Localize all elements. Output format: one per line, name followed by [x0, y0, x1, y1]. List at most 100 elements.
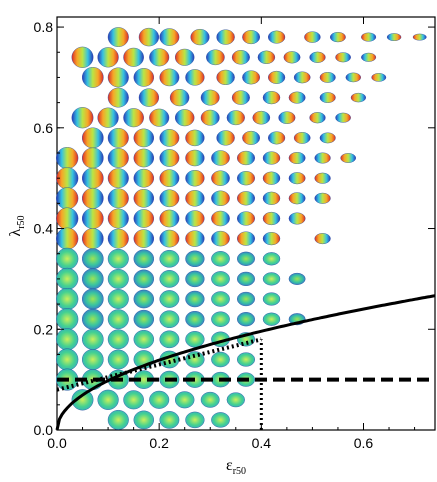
x-tick-label: 0.2 — [149, 435, 169, 451]
galaxy-thumbnail — [236, 291, 255, 307]
y-tick-label: 0.2 — [34, 321, 54, 337]
galaxy-thumbnail — [236, 271, 255, 287]
galaxy-thumbnail — [319, 72, 336, 83]
galaxy-thumbnail — [159, 290, 180, 308]
galaxy-thumbnail — [278, 111, 296, 124]
galaxy-thumbnail — [159, 189, 180, 208]
galaxy-thumbnail — [82, 208, 104, 229]
galaxy-thumbnail — [174, 109, 195, 127]
galaxy-thumbnail — [82, 248, 104, 270]
galaxy-thumbnail — [211, 311, 230, 327]
galaxy-thumbnail — [211, 230, 230, 247]
galaxy-thumbnail — [268, 30, 286, 44]
galaxy-thumbnail — [329, 31, 346, 43]
galaxy-thumbnail — [107, 268, 129, 289]
galaxy-thumbnail — [159, 129, 180, 147]
galaxy-thumbnail — [206, 49, 225, 66]
galaxy-thumbnail — [211, 351, 230, 368]
galaxy-thumbnail — [211, 190, 230, 207]
galaxy-thumbnail — [257, 50, 276, 64]
galaxy-thumbnail — [107, 289, 129, 309]
galaxy-thumbnail — [185, 351, 205, 368]
axis-ticks — [56, 17, 435, 431]
galaxy-thumbnail — [242, 30, 261, 45]
galaxy-thumbnail — [56, 146, 79, 169]
galaxy-thumbnail — [138, 88, 159, 107]
galaxy-thumbnail — [288, 172, 306, 185]
galaxy-thumbnail — [159, 149, 180, 167]
galaxy-thumbnails — [56, 27, 427, 430]
galaxy-thumbnail — [82, 308, 104, 330]
galaxy-thumbnail — [56, 308, 79, 331]
galaxy-thumbnail — [236, 211, 255, 226]
galaxy-thumbnail — [185, 250, 205, 267]
galaxy-thumbnail — [262, 171, 281, 185]
galaxy-thumbnail — [309, 51, 326, 63]
galaxy-thumbnail — [133, 188, 155, 208]
y-tick-label: 0.8 — [34, 19, 54, 35]
galaxy-thumbnail — [159, 249, 180, 268]
galaxy-thumbnail — [123, 390, 144, 410]
galaxy-thumbnail — [314, 172, 331, 184]
galaxy-thumbnail — [133, 128, 155, 148]
galaxy-thumbnail — [386, 33, 402, 41]
galaxy-thumbnail — [133, 249, 155, 269]
galaxy-thumbnail — [138, 27, 159, 47]
galaxy-thumbnail — [304, 31, 321, 43]
galaxy-thumbnail — [82, 288, 104, 310]
galaxy-thumbnail — [133, 168, 155, 188]
galaxy-thumbnail — [133, 309, 155, 329]
galaxy-thumbnail — [314, 192, 331, 204]
guide-lines — [55, 294, 436, 431]
galaxy-thumbnail — [174, 391, 195, 409]
x-axis-label: εr50 — [226, 457, 246, 477]
galaxy-thumbnail — [231, 90, 250, 105]
galaxy-thumbnail — [288, 91, 306, 104]
galaxy-thumbnail — [361, 32, 377, 42]
galaxy-thumbnail — [97, 389, 119, 410]
galaxy-thumbnail — [82, 147, 104, 169]
galaxy-thumbnail — [231, 50, 250, 65]
galaxy-thumbnail — [350, 92, 367, 103]
galaxy-thumbnail — [236, 352, 255, 367]
solid-line — [55, 294, 436, 431]
galaxy-thumbnail — [288, 192, 306, 205]
galaxy-thumbnail — [56, 348, 79, 371]
galaxy-thumbnail — [107, 208, 129, 229]
x-tick-label: 0.6 — [354, 435, 374, 451]
galaxy-thumbnail — [107, 127, 129, 148]
x-tick-label: 0.0 — [47, 435, 67, 451]
galaxy-thumbnail — [314, 152, 331, 164]
galaxy-thumbnail — [82, 167, 104, 189]
y-tick-label: 0.0 — [34, 422, 54, 438]
galaxy-thumbnail — [174, 48, 195, 66]
galaxy-thumbnail — [133, 410, 155, 430]
galaxy-thumbnail — [371, 73, 387, 82]
galaxy-thumbnail — [107, 309, 129, 330]
galaxy-thumbnail — [149, 108, 170, 127]
galaxy-thumbnail — [236, 191, 255, 206]
galaxy-thumbnail — [159, 310, 180, 329]
galaxy-thumbnail — [123, 47, 144, 67]
galaxy-thumbnail — [185, 290, 205, 308]
galaxy-thumbnail — [56, 187, 79, 210]
galaxy-thumbnail — [216, 69, 235, 86]
galaxy-thumbnail — [288, 151, 306, 164]
galaxy-thumbnail — [159, 28, 180, 46]
galaxy-thumbnail — [345, 72, 361, 83]
galaxy-thumbnail — [236, 171, 255, 186]
y-axis-label: λr50 — [7, 215, 27, 236]
galaxy-thumbnail — [252, 110, 271, 125]
galaxy-thumbnail — [361, 52, 377, 62]
galaxy-thumbnail — [71, 107, 94, 129]
galaxy-thumbnail — [97, 107, 119, 128]
galaxy-thumbnail — [314, 233, 331, 245]
galaxy-thumbnail — [133, 329, 155, 349]
galaxy-thumbnail — [242, 130, 261, 145]
galaxy-thumbnail — [107, 67, 129, 88]
galaxy-thumbnail — [159, 330, 180, 349]
galaxy-thumbnail — [107, 168, 129, 189]
galaxy-thumbnail — [211, 251, 230, 267]
galaxy-thumbnail — [185, 190, 205, 207]
galaxy-thumbnail — [82, 328, 104, 350]
